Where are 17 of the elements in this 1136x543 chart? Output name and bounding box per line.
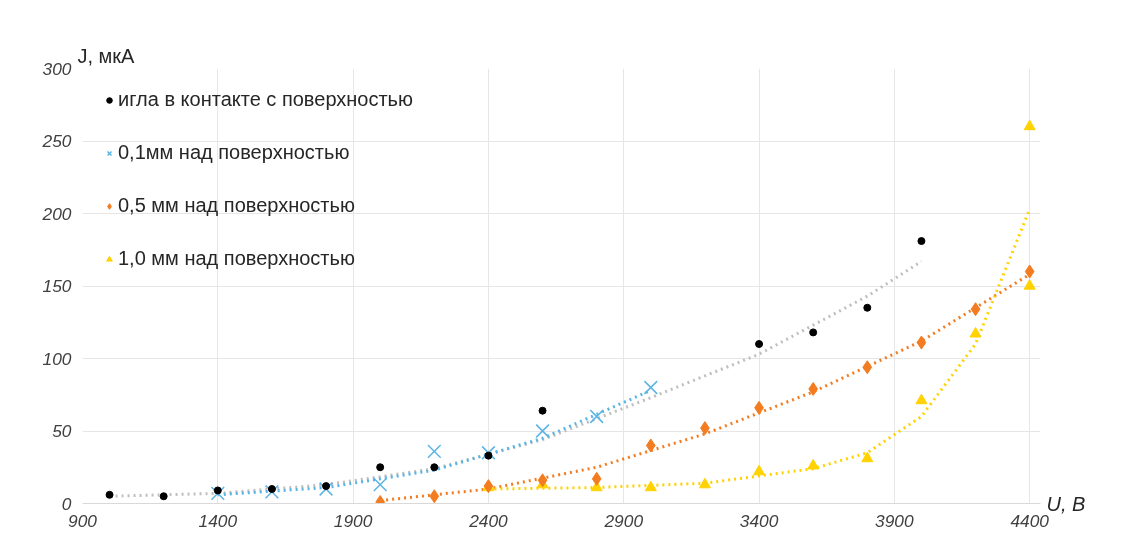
y-tick-label: 150 xyxy=(42,276,72,296)
y-tick-label: 50 xyxy=(52,421,72,441)
y-tick-label: 300 xyxy=(42,58,72,79)
y-axis-title: J, мкА xyxy=(77,44,136,67)
y-tick-label: 100 xyxy=(42,348,72,369)
x-tick-label: 1900 xyxy=(333,510,373,531)
legend-label: игла в контакте с поверхностью xyxy=(118,88,414,111)
legend-label: 1,0 мм над поверхностью xyxy=(118,247,355,270)
y-tick-label: 250 xyxy=(41,131,72,151)
legend-label: 0,1мм над поверхностью xyxy=(118,141,350,164)
legend-label: 0,5 мм над поверхностью xyxy=(118,194,355,217)
x-tick-label: 3400 xyxy=(739,510,779,531)
x-tick-label: 2400 xyxy=(468,510,509,531)
x-tick-label: 2900 xyxy=(603,510,644,531)
y-tick-label: 200 xyxy=(41,203,72,224)
x-tick-label: 3900 xyxy=(875,510,914,531)
x-tick-label: 1400 xyxy=(198,510,238,531)
